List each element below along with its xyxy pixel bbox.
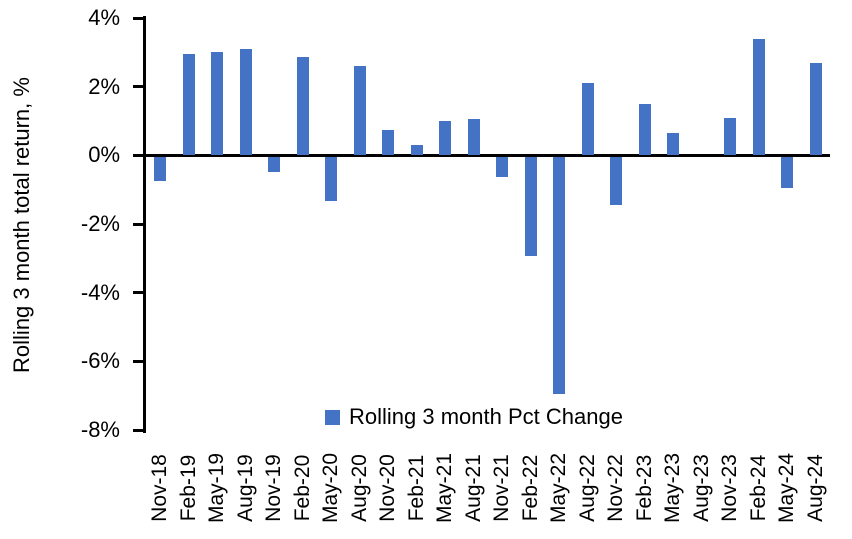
x-tick-label: May-19 [205,452,229,524]
y-tick-label: 4% [88,5,120,30]
x-tick-label: Feb-22 [518,454,542,522]
bar-Aug-20 [353,66,366,156]
legend-label: Rolling 3 month Pct Change [349,404,623,429]
x-tick-label: Nov-20 [376,454,400,522]
y-tick-label: -6% [80,348,120,374]
bar-May-24 [781,156,794,188]
bar-Nov-21 [496,156,509,178]
bar-May-23 [667,133,680,156]
bar-May-19 [211,52,224,156]
x-tick-label: Nov-18 [148,454,172,522]
bar-May-21 [439,121,452,156]
x-tick-label: Feb-24 [746,454,770,522]
x-tick-label: Feb-21 [404,454,428,522]
y-tick-mark [133,359,143,363]
legend-swatch-icon [325,409,340,425]
bar-Aug-21 [467,119,480,156]
bar-Feb-22 [524,156,537,257]
y-tick-mark [133,85,143,89]
x-tick-label: Nov-22 [604,454,628,522]
x-tick-label: May-20 [319,452,343,524]
bar-Nov-22 [610,156,623,205]
y-tick-mark [133,16,143,20]
x-tick-label: Nov-23 [718,454,742,522]
bar-Feb-24 [752,38,765,156]
bar-Feb-20 [296,57,309,156]
bar-Nov-23 [724,117,737,156]
x-tick-label: May-24 [775,452,799,524]
bar-May-20 [325,156,338,202]
y-tick-label: -4% [80,279,120,305]
x-tick-label: Aug-24 [803,454,827,522]
x-tick-label: May-21 [433,452,457,524]
bar-Aug-22 [581,83,594,156]
y-tick-mark [133,153,143,157]
y-tick-label: 0% [88,142,120,168]
bar-Feb-21 [410,145,423,156]
y-tick-label: 2% [88,73,120,99]
legend: Rolling 3 month Pct Change [325,404,623,430]
x-tick-label: Nov-19 [262,454,286,522]
bar-Nov-18 [154,156,167,181]
x-tick-label: Nov-21 [490,454,514,522]
x-tick-label: Aug-23 [689,454,713,522]
x-tick-label: Aug-21 [461,454,485,522]
x-tick-label: Aug-19 [233,454,257,522]
bar-Aug-24 [809,62,822,156]
y-tick-label: -8% [80,417,120,442]
bar-Aug-19 [239,48,252,156]
x-tick-label: Aug-22 [575,454,599,522]
y-axis-line [143,16,146,433]
x-tick-label: May-22 [547,452,571,524]
bar-Nov-19 [268,156,281,173]
y-tick-label: -2% [80,211,120,236]
bar-Feb-23 [638,103,651,156]
y-tick-mark [133,222,143,226]
x-tick-label: Feb-23 [632,454,656,522]
x-axis-line [143,153,830,157]
bar-May-22 [553,156,566,394]
x-tick-label: Aug-20 [347,454,371,522]
x-tick-label: May-23 [661,452,685,524]
y-tick-mark [133,291,143,295]
x-tick-label: Feb-19 [176,454,200,522]
y-tick-mark [133,428,143,432]
bar-Feb-19 [182,54,195,156]
bar-Nov-20 [382,129,395,156]
x-tick-label: Feb-20 [290,454,314,522]
